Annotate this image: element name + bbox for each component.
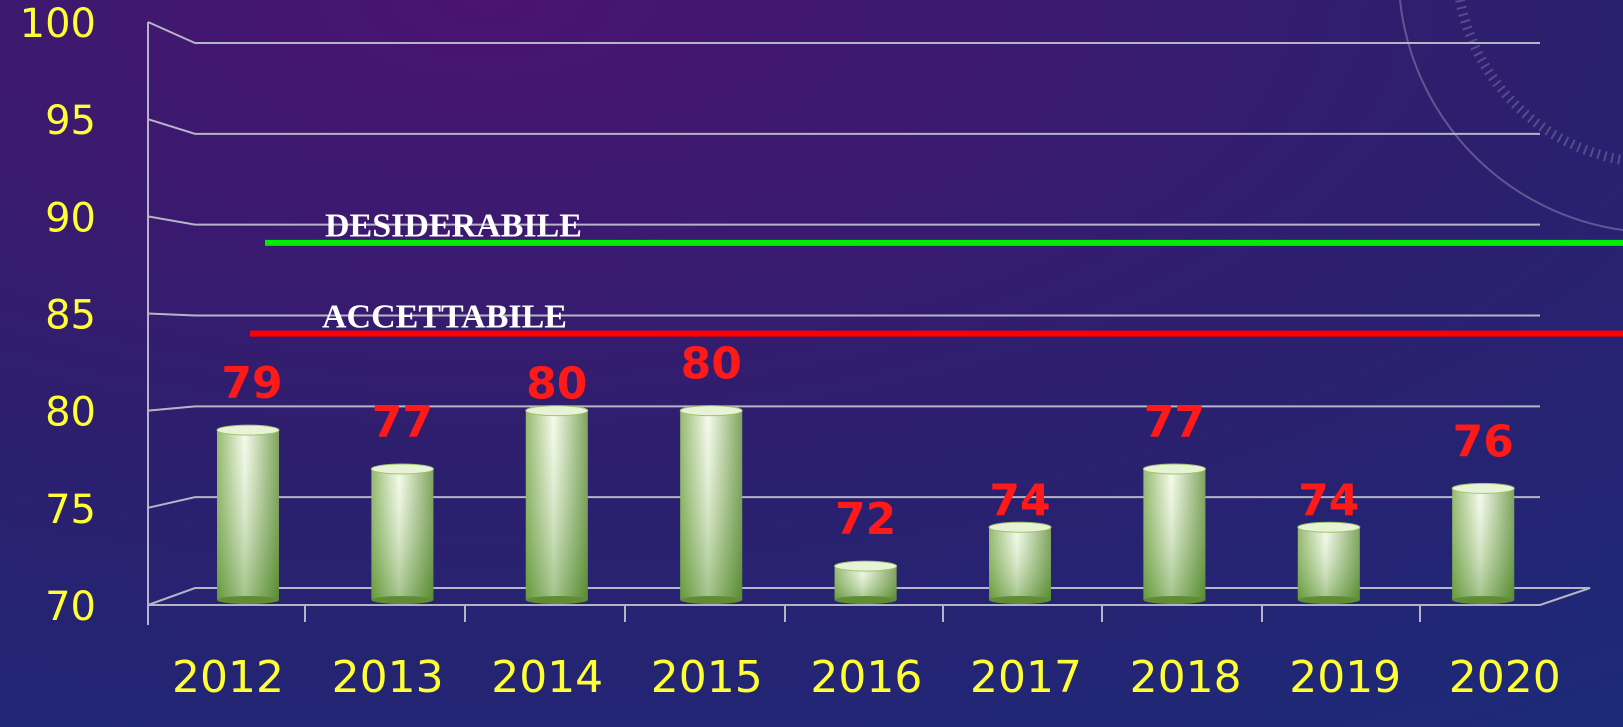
bar-shade <box>989 527 1051 600</box>
reference-label: ACCETTABILE <box>322 298 567 335</box>
x-tick-label: 2019 <box>1289 652 1401 703</box>
decor-arc <box>1455 0 1623 165</box>
x-tick-label: 2020 <box>1449 652 1561 703</box>
bar-shade <box>217 430 279 600</box>
bar-shade <box>1452 488 1515 600</box>
bar-shade <box>1297 527 1360 600</box>
x-tick-label: 2012 <box>172 652 284 703</box>
floor <box>147 587 1591 606</box>
bar-top <box>1142 463 1206 475</box>
x-tick-label: 2014 <box>491 652 603 703</box>
bar-shade <box>834 566 897 600</box>
y-tick-label: 95 <box>45 98 96 144</box>
x-tick-label: 2017 <box>970 652 1082 703</box>
bar-bottom <box>989 596 1051 604</box>
decor-arc <box>1399 0 1623 231</box>
value-label: 79 <box>221 358 282 409</box>
y-tick-label: 80 <box>45 390 96 436</box>
grid-line <box>147 496 1540 509</box>
y-tick-label: 100 <box>20 1 96 47</box>
value-label: 80 <box>526 359 587 410</box>
value-label: 72 <box>835 494 896 545</box>
bar-top <box>834 560 898 572</box>
x-tick-label: 2016 <box>810 652 922 703</box>
bar-top <box>370 463 434 475</box>
value-label: 80 <box>681 339 742 390</box>
bar-top <box>1297 521 1361 533</box>
grid-line <box>147 312 1540 317</box>
reference-label: DESIDERABILE <box>325 208 582 245</box>
value-label: 77 <box>372 397 433 448</box>
x-tick-label: 2018 <box>1130 652 1242 703</box>
bar-top <box>216 424 280 436</box>
bar-bottom <box>525 596 588 604</box>
value-label: 74 <box>1298 475 1359 526</box>
y-tick-label: 85 <box>45 293 96 339</box>
bar-top <box>525 405 589 417</box>
bar-bottom <box>1452 596 1515 604</box>
bar-top <box>988 521 1052 533</box>
grid-line <box>147 118 1540 135</box>
bar-bottom <box>1297 596 1360 604</box>
x-tick-label: 2013 <box>332 652 444 703</box>
bar-top <box>679 405 743 417</box>
grid-line <box>147 21 1540 44</box>
grid-line <box>147 405 1540 412</box>
y-tick-label: 90 <box>45 195 96 241</box>
bar-bottom <box>1143 596 1206 604</box>
bar-bottom <box>680 596 743 604</box>
value-label: 77 <box>1144 397 1205 448</box>
bar-bottom <box>371 596 434 604</box>
bar-shade <box>680 410 743 600</box>
value-label: 76 <box>1453 416 1514 467</box>
value-label: 74 <box>989 475 1050 526</box>
grid-line <box>147 215 1540 226</box>
x-tick-label: 2015 <box>651 652 763 703</box>
bar-shade <box>525 410 588 600</box>
bar-shade <box>371 468 434 600</box>
bar-top <box>1451 482 1515 494</box>
bar-shade <box>1143 468 1206 600</box>
bar-bottom <box>834 596 897 604</box>
y-tick-label: 75 <box>45 487 96 533</box>
y-tick-label: 70 <box>45 584 96 630</box>
bar-bottom <box>217 596 279 604</box>
